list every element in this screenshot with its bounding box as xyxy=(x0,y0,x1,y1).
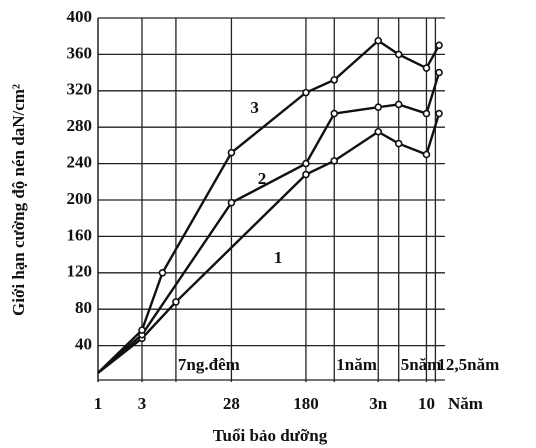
x-tick-label: 28 xyxy=(223,394,240,413)
data-point xyxy=(158,268,167,277)
line-series xyxy=(97,39,441,374)
x-tick-label: 3n xyxy=(369,394,388,413)
data-point xyxy=(422,109,431,118)
data-point xyxy=(374,127,383,136)
data-point xyxy=(302,88,310,97)
data-point xyxy=(227,198,236,207)
data-point xyxy=(422,64,431,72)
y-tick-label: 40 xyxy=(75,335,92,354)
data-point xyxy=(330,157,339,165)
data-point xyxy=(394,139,403,148)
annotation: 7ng.đêm xyxy=(178,355,240,374)
y-axis-label: Giới hạn cường độ nén daN/cm² xyxy=(9,84,28,316)
y-tick-label: 120 xyxy=(67,262,93,281)
y-tick-label: 160 xyxy=(67,225,93,244)
line-series xyxy=(97,113,441,374)
annotation: 12,5năm xyxy=(437,355,499,374)
y-tick-label: 280 xyxy=(67,116,93,135)
line-series xyxy=(97,72,441,374)
data-point xyxy=(227,148,236,157)
y-tick-label: 360 xyxy=(67,43,93,62)
x-tick-label: 180 xyxy=(293,394,319,413)
y-tick-label: 240 xyxy=(67,153,93,172)
data-point xyxy=(172,298,180,306)
y-tick-label: 200 xyxy=(67,189,93,208)
data-point xyxy=(302,170,310,179)
data-point xyxy=(330,76,339,84)
data-point xyxy=(394,100,403,109)
annotation: 1năm xyxy=(336,355,377,374)
data-point xyxy=(435,41,443,50)
y-tick-label: 400 xyxy=(67,7,93,26)
series-label: 2 xyxy=(258,169,267,188)
data-point xyxy=(374,103,383,111)
y-tick-label: 80 xyxy=(75,298,92,317)
data-point xyxy=(302,159,310,168)
data-point xyxy=(138,326,146,334)
data-point xyxy=(330,109,339,118)
x-tick-label: 3 xyxy=(138,394,147,413)
x-tick-label: 10 xyxy=(418,394,435,413)
data-point xyxy=(435,109,443,118)
data-point xyxy=(422,150,431,159)
x-tick-label: 1 xyxy=(94,394,103,413)
y-tick-label: 320 xyxy=(67,80,93,99)
data-point xyxy=(435,68,443,77)
annotation: 5năm xyxy=(401,355,442,374)
series-label: 3 xyxy=(250,98,259,117)
x-unit: Năm xyxy=(448,394,483,413)
data-point xyxy=(394,50,403,59)
data-point xyxy=(374,36,383,45)
x-axis-label: Tuổi bảo dưỡng xyxy=(213,426,328,445)
series-label: 1 xyxy=(274,248,283,267)
